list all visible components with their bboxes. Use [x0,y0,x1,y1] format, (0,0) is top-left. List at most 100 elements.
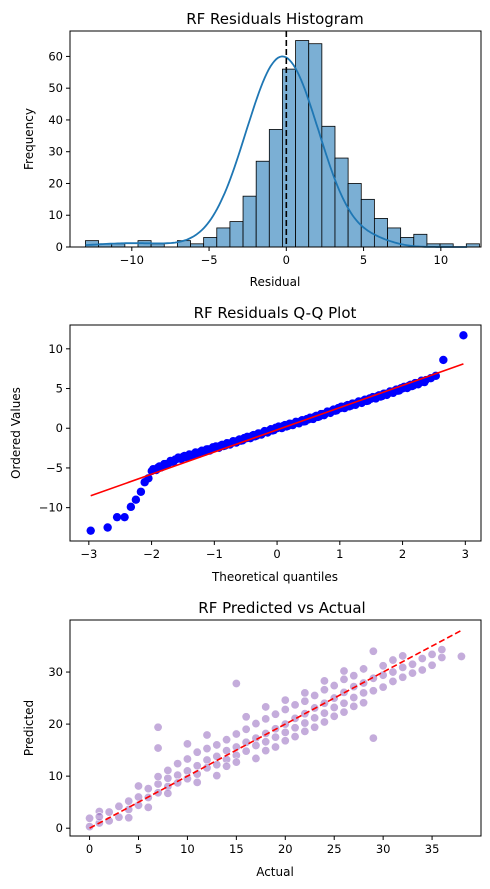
p0-hist-ytick-label: 20 [48,176,63,190]
qq-plot-panel: RF Residuals Q-Q Plot −3 −2 −1 0 1 2 3−10−5051… [9,304,482,584]
pred-actual-point [300,726,310,736]
p2-pva-xtick-label: 25 [327,842,342,856]
pred-actual-point [280,736,290,746]
pred-actual-point [222,761,232,771]
histogram-bar [216,227,231,248]
histogram-bar [203,237,218,248]
pred-actual-point [310,690,320,700]
pred-actual-point [310,713,320,723]
pred-actual-point [349,693,359,703]
histogram-title: RF Residuals Histogram [186,10,364,28]
pred-actual-point [192,761,202,771]
qq-point [459,331,468,340]
p1-qq-xtick-label: 1 [336,547,343,561]
pred-actual-point [368,673,378,683]
p2-pva-ytick-label: 10 [48,769,63,783]
histogram-bar [334,157,349,248]
p0-hist-ytick-label: 0 [56,240,63,254]
pred-actual-point [241,712,251,722]
pred-actual-point [378,661,388,671]
pred-actual-point [94,812,104,822]
pred-vs-actual-panel: RF Predicted vs Actual 0 5 10 15 20 25 30 35 0 10… [22,599,482,879]
pred-actual-point [241,724,251,734]
pred-actual-point [417,665,427,675]
p0-hist-ytick-label: 60 [48,49,63,63]
pred-actual-point [319,717,329,727]
pred-actual-point [270,709,280,719]
pred-vs-actual-ticks: 0 5 10 15 20 25 30 35 0 10 20 30 [48,665,439,856]
pred-actual-point [290,700,300,710]
pred-vs-actual-title: RF Predicted vs Actual [198,599,365,617]
histogram-bar [229,221,244,248]
pred-actual-point [407,659,417,669]
histogram-ticks: −10 −5 0 5 10 0 10 20 30 40 50 60 [48,49,448,267]
pred-actual-point [417,654,427,664]
p2-pva-xtick-label: 20 [278,842,293,856]
pred-actual-point [349,682,359,692]
qq-point [126,502,136,512]
pred-actual-point [398,651,408,661]
pred-actual-point [251,719,261,729]
pred-actual-point [251,753,261,763]
pred-actual-point [114,801,124,811]
pred-actual-point [173,770,183,780]
qq-plot-ylabel: Ordered Values [9,387,23,479]
histogram-bar [308,43,323,248]
p1-qq-ytick-label: −10 [39,501,63,515]
pred-actual-point [319,676,329,686]
pred-actual-point [231,678,241,688]
pred-actual-point [202,744,212,754]
pred-actual-point [163,765,173,775]
pred-actual-point [241,737,251,747]
pred-actual-point [143,784,153,794]
p2-pva-ytick-label: 0 [56,821,63,835]
pred-actual-point [319,708,329,718]
pred-actual-point [290,732,300,742]
pred-actual-point [349,671,359,681]
pred-actual-point [437,652,447,662]
pred-vs-actual-ylabel: Predicted [22,700,36,756]
p2-pva-ytick-label: 30 [48,665,63,679]
pred-actual-point [388,667,398,677]
histogram-bar [347,183,362,248]
pred-actual-point [359,698,369,708]
pred-vs-actual-xlabel: Actual [256,865,294,879]
pred-actual-point [368,686,378,696]
pred-actual-point [202,755,212,765]
pred-actual-point [329,702,339,712]
pred-actual-point [163,788,173,798]
pred-vs-actual-plot-area [85,629,466,832]
histogram-bar [413,233,428,248]
pred-actual-point [349,701,359,711]
histogram-xlabel: Residual [250,275,301,289]
pred-actual-point [280,695,290,705]
pred-actual-point [368,733,378,743]
p1-qq-ytick-label: 0 [56,421,63,435]
pred-actual-point [329,693,339,703]
pred-actual-point [182,739,192,749]
pred-actual-point [222,735,232,745]
pred-actual-point [300,688,310,698]
pred-actual-point [124,796,134,806]
pred-actual-point [261,702,271,712]
pred-actual-point [329,711,339,721]
kde-curve [85,55,468,248]
pred-actual-point [124,813,134,823]
p1-qq-xtick-label: 3 [462,547,469,561]
pred-actual-point [398,672,408,682]
qq-point [112,512,122,522]
histogram-bar [282,68,296,248]
p2-pva-xtick-label: 30 [376,842,391,856]
qq-plot-xlabel: Theoretical quantiles [211,570,338,584]
pred-actual-point [329,681,339,691]
pred-actual-point [427,649,437,659]
pred-actual-point [300,696,310,706]
pred-actual-point [261,746,271,756]
pred-actual-point [231,757,241,767]
pred-actual-point [368,646,378,656]
histogram-bar [373,218,388,248]
pred-actual-point [339,707,349,717]
pred-actual-point [359,664,369,674]
